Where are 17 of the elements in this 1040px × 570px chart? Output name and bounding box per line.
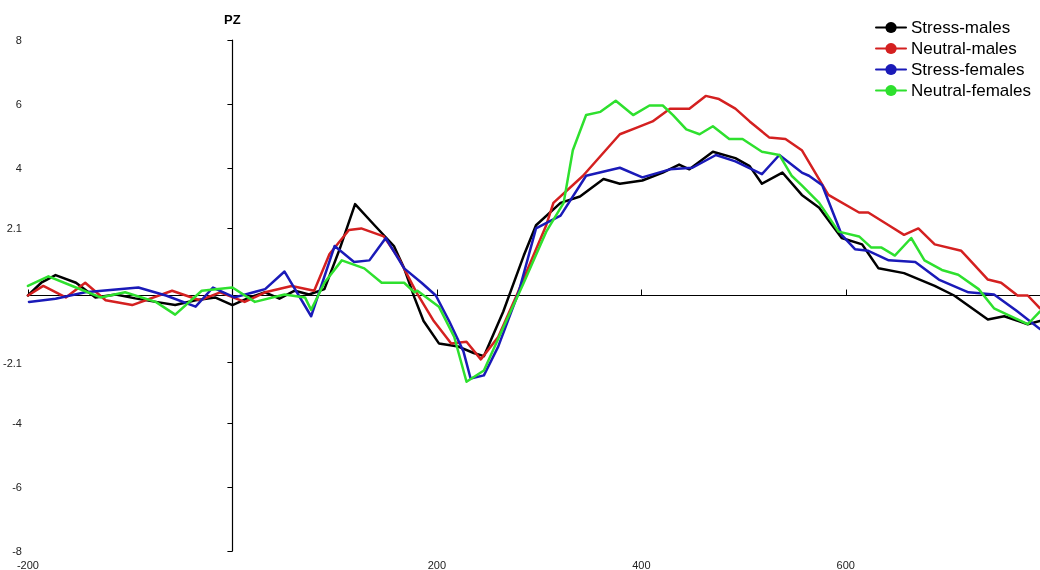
- y-axis-title: PZ: [224, 12, 241, 27]
- y-tick-label: -8: [12, 545, 22, 557]
- x-tick-label: 600: [836, 558, 855, 570]
- legend-label: Stress-males: [911, 18, 1011, 37]
- y-tick-label: 2.1: [6, 222, 22, 235]
- legend-label: Neutral-females: [911, 81, 1032, 100]
- y-tick-label: 6: [15, 97, 22, 110]
- y-tick-label: -2.1: [2, 356, 22, 369]
- x-tick-label: 400: [632, 558, 651, 570]
- x-tick-label: 200: [427, 558, 447, 570]
- legend-label: Stress-females: [911, 60, 1025, 79]
- legend-label: Neutral-males: [911, 39, 1017, 58]
- y-tick-label: -4: [12, 417, 22, 430]
- y-tick-label: -6: [12, 481, 22, 494]
- y-tick-label: 8: [15, 34, 22, 46]
- x-tick-label: -200: [16, 558, 39, 570]
- y-tick-label: 4: [15, 161, 22, 174]
